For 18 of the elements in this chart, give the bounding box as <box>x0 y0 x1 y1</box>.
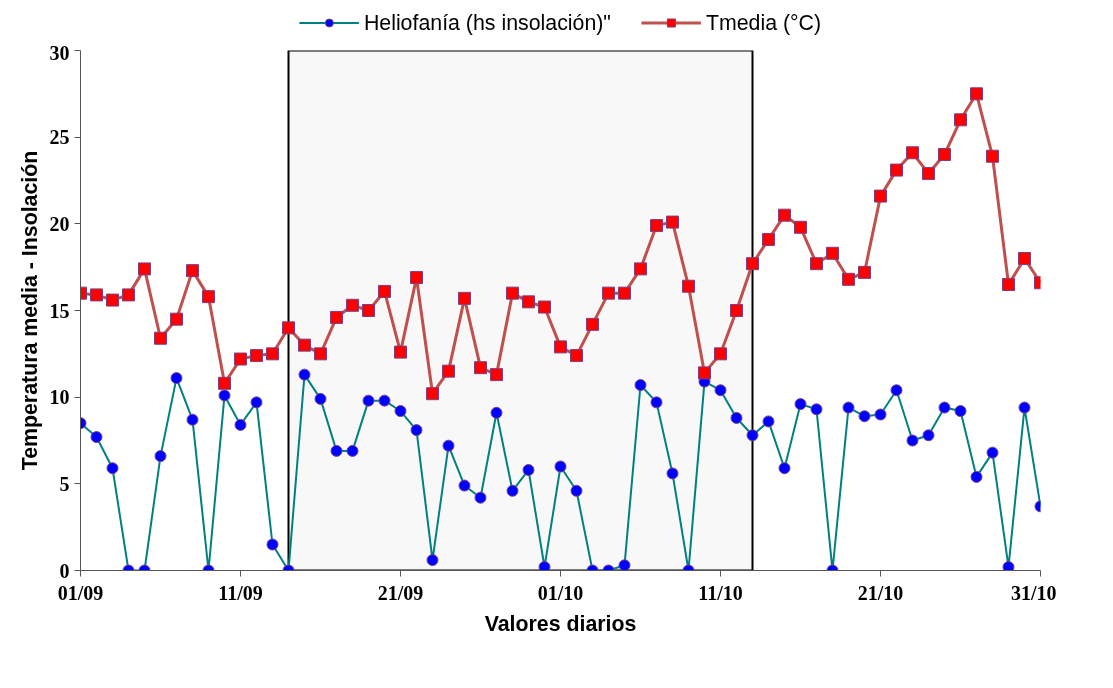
y-tick-label: 10 <box>49 386 70 409</box>
x-tick-label: 11/10 <box>698 581 743 604</box>
x-tick-label: 21/09 <box>377 581 424 604</box>
x-tick-label: 01/09 <box>57 581 104 604</box>
y-tick-label: 25 <box>49 126 70 149</box>
x-tick-label: 31/10 <box>1010 581 1057 604</box>
y-tick-label: 5 <box>59 472 70 495</box>
y-tick-label: 15 <box>49 299 70 322</box>
y-tick-label: 30 <box>49 41 70 64</box>
y-tick-label: 20 <box>49 212 70 235</box>
x-tick-label: 11/09 <box>218 581 263 604</box>
legend-label: Tmedia (°C) <box>705 10 822 35</box>
y-axis-title: Temperatura media - Insolación <box>17 150 42 471</box>
x-axis-title: Valores diarios <box>484 611 637 636</box>
legend-label: Heliofanía (hs insolación)" <box>363 10 611 35</box>
x-tick-label: 01/10 <box>537 581 584 604</box>
x-tick-label: 21/10 <box>857 581 904 604</box>
y-tick-label: 0 <box>59 559 70 582</box>
